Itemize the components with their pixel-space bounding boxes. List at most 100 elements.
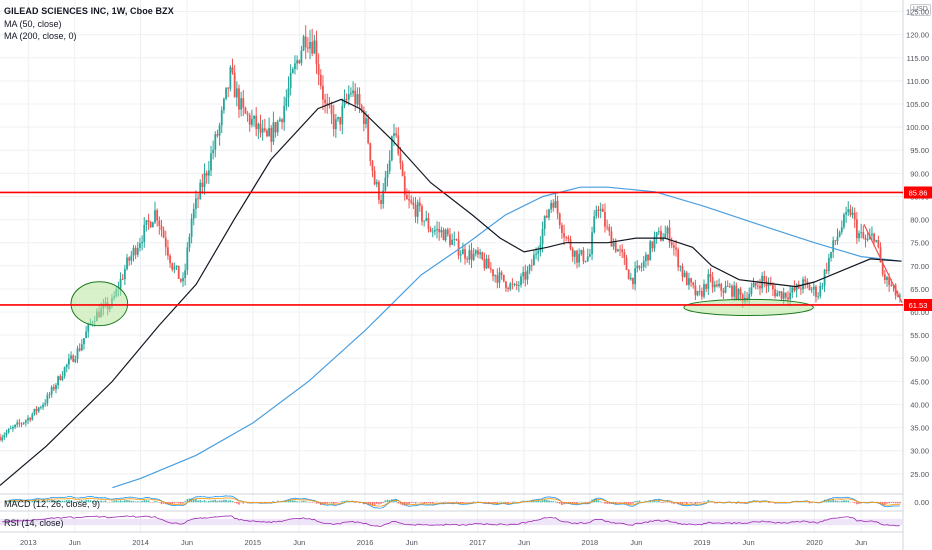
macd-histogram-bar [126,500,128,503]
candle-body [642,261,645,267]
candle-body [812,286,815,290]
time-tick-label: Jun [855,538,867,547]
candle-body [373,170,376,185]
price-tick-label: 105.00 [906,100,929,109]
candle-body [720,283,723,291]
macd-histogram-bar [93,501,96,503]
macd-histogram-bar [670,502,673,504]
candle-body [834,240,837,242]
price-axis: 25.00 30.00 35.00 40.00 45.00 50.00 55.00 60.00… [902,0,929,550]
candle-body [492,269,494,277]
candle-body [421,206,423,222]
candle-body [145,220,148,225]
currency-badge[interactable]: USD [910,4,931,16]
ma50-legend[interactable]: MA (50, close) [4,19,62,29]
macd-histogram-bar [668,502,671,503]
candle-body [440,230,443,233]
candle-body [37,407,40,412]
macd-histogram-bar [896,502,899,504]
macd-histogram-bar [85,499,87,503]
candle-body [250,118,253,125]
time-tick-label: Jun [69,538,81,547]
candle-body [899,295,901,297]
macd-histogram-bar [68,499,70,503]
candles [0,25,901,443]
candle-body [711,276,714,288]
candle-body [881,262,884,275]
candle-body [158,220,161,226]
macd-legend[interactable]: MACD (12, 26, close, 9) [4,499,101,509]
candle-body [31,414,34,420]
macd-histogram-bar [496,502,499,504]
rsi-legend[interactable]: RSI (14, close) [4,518,64,528]
macd-histogram-bar [765,501,768,503]
candle-body [883,274,886,281]
macd-histogram-bar [578,501,580,503]
candle-body [636,265,639,269]
macd-histogram-bar [541,499,544,503]
candle-body [565,237,568,239]
macd-histogram-bar [136,501,139,503]
macd-histogram-bar [128,500,130,503]
candle-body [380,199,382,204]
macd-histogram-bar [507,502,509,504]
candle-body [595,209,598,217]
candle-body [511,283,514,285]
candle-body [72,355,75,362]
macd-histogram-bar [778,502,781,503]
macd-histogram-bar [840,500,843,503]
macd-histogram-bar [78,500,81,503]
price-tick-label: 125.00 [906,8,929,17]
candle-body [819,285,822,297]
candle-body [216,134,219,136]
macd-histogram-bar [459,502,462,504]
candle-body [698,290,701,292]
candle-body [304,36,307,48]
macd-histogram-bar [380,502,382,504]
macd-histogram-bar [586,502,589,503]
ma200-legend[interactable]: MA (200, close, 0) [4,31,77,41]
macd-histogram-bar [335,502,337,504]
candle-body [397,135,400,154]
macd-histogram-bar [197,500,199,503]
macd-histogram-bar [210,500,212,503]
macd-histogram-bar [492,502,494,504]
macd-histogram-bar [591,499,593,503]
macd-histogram-bar [843,500,845,503]
candle-body [679,266,682,268]
macd-histogram-bar [750,500,753,503]
macd-histogram-bar [324,502,326,505]
macd-histogram-bar [266,502,268,503]
candle-body [567,237,570,240]
macd-histogram-bar [552,501,555,503]
candle-body [548,209,550,218]
time-tick-label: 2018 [582,538,599,547]
macd-histogram-bar [199,500,202,503]
candle-body [655,232,658,237]
macd-histogram-bar [421,502,423,503]
candle-body [741,294,744,303]
candle-body [313,40,316,54]
candle-body [220,110,223,126]
macd-histogram-bar [550,500,552,503]
candle-body [774,289,776,297]
macd-histogram-bar [657,500,660,503]
candle-body [319,74,322,86]
candle-body [877,239,880,248]
candle-body [1,437,4,441]
macd-histogram-bar [444,501,447,503]
candle-body [244,107,247,114]
candle-body [483,259,486,269]
candle-body [649,241,652,261]
level-label: 61.53 [909,301,928,310]
candle-body [866,239,869,240]
candle-body [70,355,72,359]
macd-histogram-bar [705,501,707,503]
candle-body [580,250,583,254]
macd-histogram-bar [42,500,44,503]
macd-histogram-bar [462,502,464,504]
candle-body [147,220,150,223]
candle-body [225,87,227,99]
macd-histogram-bar [76,501,79,503]
